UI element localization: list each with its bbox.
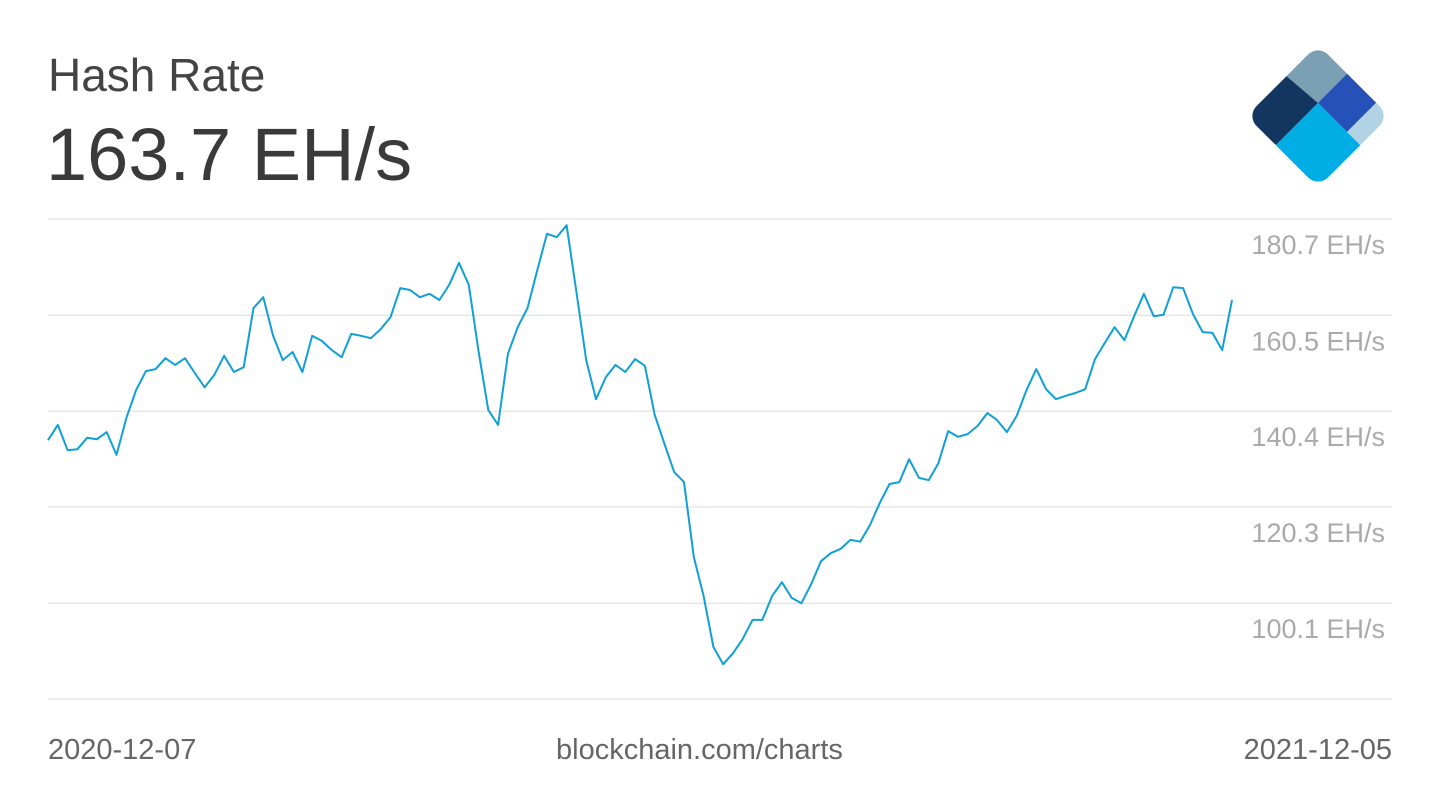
start-date-label: 2020-12-07 <box>48 734 197 766</box>
y-tick-label: 140.4 EH/s <box>1251 422 1385 452</box>
logo-segment-cyan <box>1272 103 1362 188</box>
hash-rate-line <box>47 224 1233 666</box>
current-value: 163.7 EH/s <box>46 113 413 196</box>
y-tick-label: 180.7 EH/s <box>1251 230 1385 260</box>
y-tick-label: 160.5 EH/s <box>1251 326 1385 356</box>
y-tick-label: 100.1 EH/s <box>1251 614 1385 644</box>
source-link[interactable]: blockchain.com/charts <box>556 734 843 766</box>
blockchain-logo <box>1246 44 1390 188</box>
chart-title: Hash Rate <box>48 49 266 101</box>
grid-lines <box>48 218 1392 700</box>
end-date-label: 2021-12-05 <box>1243 734 1392 766</box>
y-tick-label: 120.3 EH/s <box>1251 518 1385 548</box>
y-axis-labels: 180.7 EH/s 160.5 EH/s 140.4 EH/s 120.3 EH/s… <box>1251 230 1385 644</box>
